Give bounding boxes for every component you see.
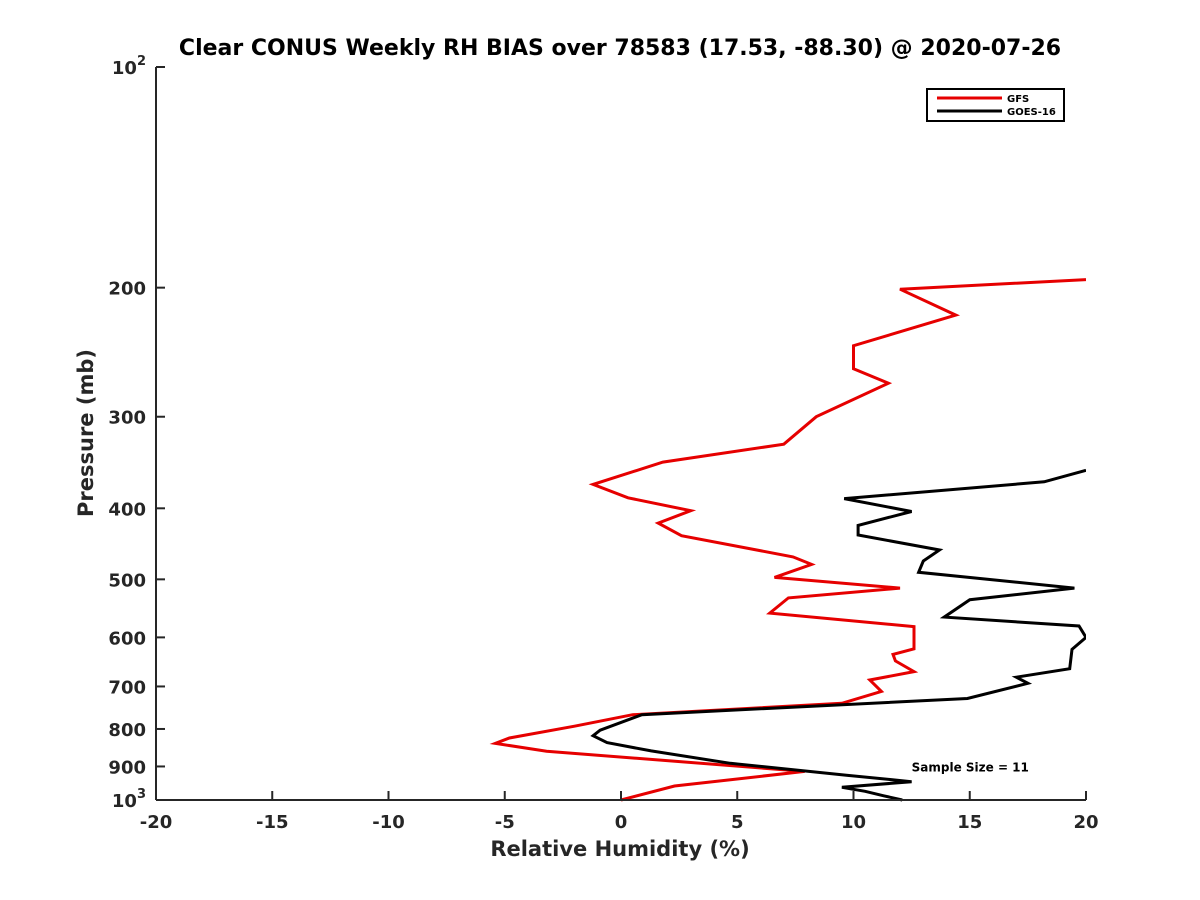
y-tick-label: 400 [108, 499, 146, 520]
y-axis-label: Pressure (mb) [74, 349, 98, 517]
x-tick-label: -20 [140, 812, 173, 833]
y-tick-label: 102 [112, 54, 146, 79]
x-axis-label: Relative Humidity (%) [490, 837, 749, 861]
x-tick-label: 5 [731, 812, 744, 833]
series-line-goes-16 [590, 468, 1086, 802]
y-tick-label: 500 [108, 570, 146, 591]
y-tick-label: 800 [108, 720, 146, 741]
y-tick-label: 200 [108, 279, 146, 300]
legend: GFS GOES-16 [926, 88, 1065, 122]
x-tick-label: 10 [841, 812, 866, 833]
y-tick-label: 600 [108, 628, 146, 649]
plot-lines [489, 278, 1086, 802]
legend-label-goes-16: GOES-16 [1007, 107, 1056, 118]
legend-box [926, 88, 1065, 122]
x-tick-label: -10 [372, 812, 405, 833]
sample-size-annotation: Sample Size = 11 [912, 760, 1029, 774]
legend-label-gfs: GFS [1007, 94, 1029, 105]
y-tick-label: 300 [108, 408, 146, 429]
y-tick-label: 103 [112, 787, 146, 812]
x-tick-label: 15 [957, 812, 982, 833]
x-tick-label: 20 [1073, 812, 1098, 833]
y-tick-label: 900 [108, 757, 146, 778]
y-tick-label: 700 [108, 677, 146, 698]
ticks: -20 -15 -10 -5 0 5 10 15 20 102 200 300 400 500 600 700… [108, 54, 1098, 833]
series-line-gfs [489, 278, 1086, 802]
x-tick-label: 0 [615, 812, 628, 833]
axes [155, 67, 1086, 801]
chart-title: Clear CONUS Weekly RH BIAS over 78583 (1… [179, 36, 1061, 61]
x-tick-label: -15 [256, 812, 289, 833]
x-tick-label: -5 [495, 812, 515, 833]
annotations: Sample Size = 11 [912, 760, 1029, 774]
